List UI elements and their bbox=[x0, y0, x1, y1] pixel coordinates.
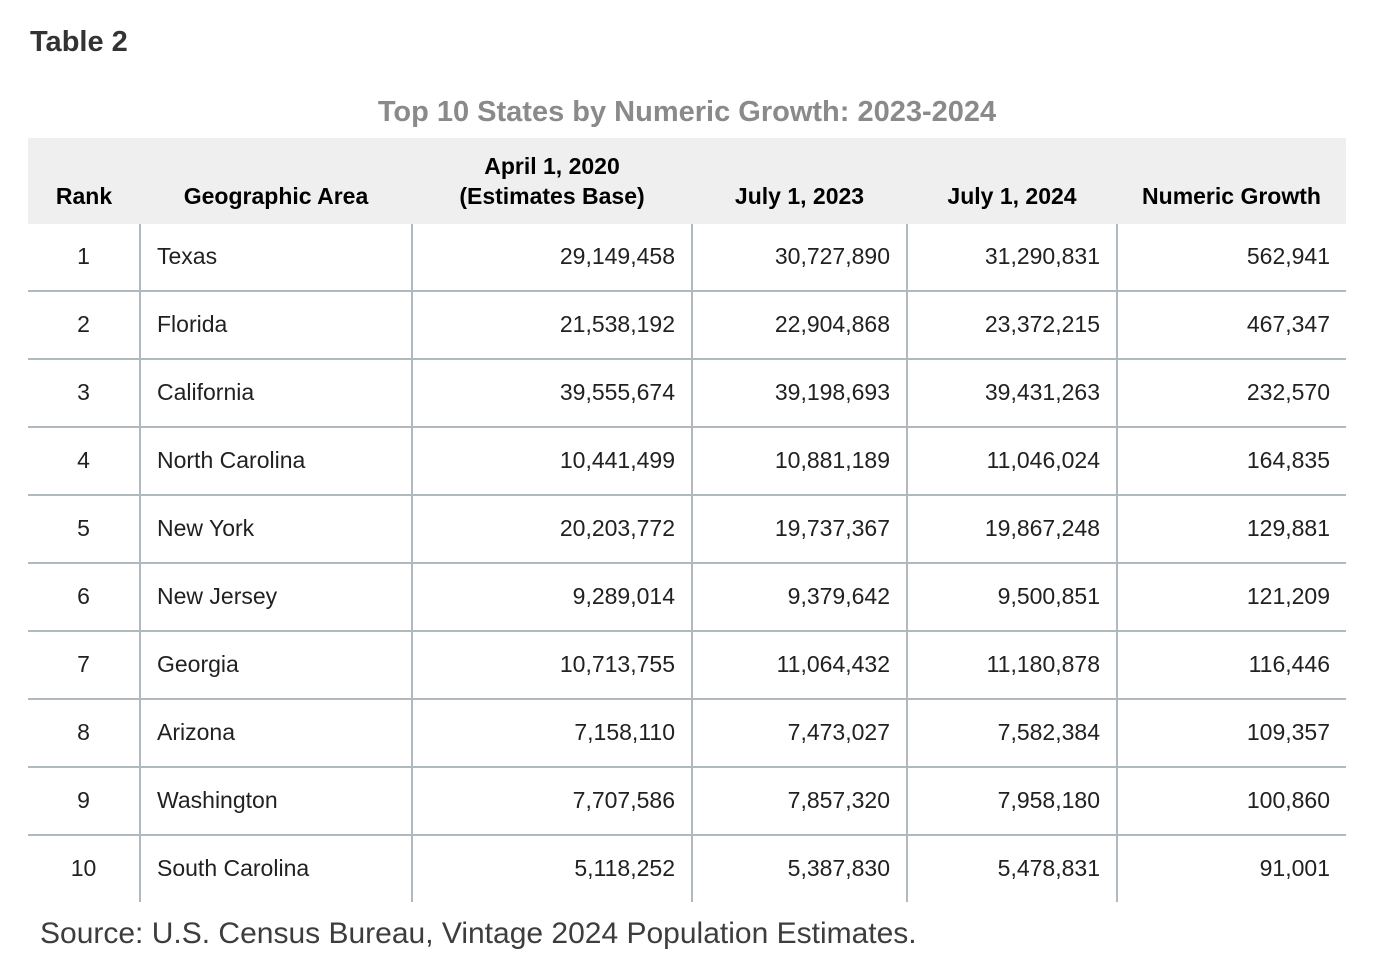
column-header-rank: Rank bbox=[28, 137, 140, 224]
cell-growth: 91,001 bbox=[1116, 833, 1346, 902]
cell-base_2020: 39,555,674 bbox=[411, 357, 692, 427]
cell-jul_2024: 5,478,831 bbox=[906, 833, 1117, 902]
cell-jul_2024: 11,046,024 bbox=[906, 425, 1117, 495]
cell-base_2020: 20,203,772 bbox=[411, 493, 692, 563]
cell-jul_2024: 19,867,248 bbox=[906, 493, 1117, 563]
cell-area: Georgia bbox=[139, 629, 412, 699]
cell-base_2020: 10,713,755 bbox=[411, 629, 692, 699]
table-row: 4 North Carolina 10,441,499 10,881,189 11,04… bbox=[28, 425, 1346, 495]
table-row: 1 Texas 29,149,458 30,727,890 31,290,831 562,… bbox=[28, 223, 1346, 291]
cell-jul_2023: 9,379,642 bbox=[691, 561, 907, 631]
cell-jul_2023: 5,387,830 bbox=[691, 833, 907, 902]
cell-area: California bbox=[139, 357, 412, 427]
population-growth-table: Rank Geographic Area April 1, 2020 (Esti… bbox=[28, 137, 1346, 902]
cell-base_2020: 10,441,499 bbox=[411, 425, 692, 495]
cell-rank: 6 bbox=[28, 561, 140, 631]
cell-rank: 10 bbox=[28, 833, 140, 902]
cell-jul_2024: 7,958,180 bbox=[906, 765, 1117, 835]
cell-growth: 100,860 bbox=[1116, 765, 1346, 835]
cell-jul_2023: 30,727,890 bbox=[691, 223, 907, 291]
table-body: 1 Texas 29,149,458 30,727,890 31,290,831 562,… bbox=[28, 223, 1346, 902]
cell-area: New York bbox=[139, 493, 412, 563]
table-header: Rank Geographic Area April 1, 2020 (Esti… bbox=[28, 137, 1346, 224]
cell-area: Arizona bbox=[139, 697, 412, 767]
cell-jul_2023: 7,857,320 bbox=[691, 765, 907, 835]
cell-rank: 8 bbox=[28, 697, 140, 767]
table-row: 2 Florida 21,538,192 22,904,868 23,372,215 46… bbox=[28, 289, 1346, 359]
cell-rank: 9 bbox=[28, 765, 140, 835]
source-note: Source: U.S. Census Bureau, Vintage 2024… bbox=[40, 916, 917, 950]
cell-rank: 1 bbox=[28, 223, 140, 291]
cell-jul_2023: 22,904,868 bbox=[691, 289, 907, 359]
cell-jul_2023: 7,473,027 bbox=[691, 697, 907, 767]
cell-rank: 4 bbox=[28, 425, 140, 495]
table-row: 8 Arizona 7,158,110 7,473,027 7,582,384 109,3… bbox=[28, 697, 1346, 767]
column-header-growth: Numeric Growth bbox=[1117, 137, 1346, 224]
cell-area: Washington bbox=[139, 765, 412, 835]
cell-area: New Jersey bbox=[139, 561, 412, 631]
table-row: 7 Georgia 10,713,755 11,064,432 11,180,878 11… bbox=[28, 629, 1346, 699]
cell-area: South Carolina bbox=[139, 833, 412, 902]
cell-growth: 116,446 bbox=[1116, 629, 1346, 699]
column-header-base-2020: April 1, 2020 (Estimates Base) bbox=[412, 137, 692, 224]
cell-growth: 129,881 bbox=[1116, 493, 1346, 563]
cell-jul_2024: 11,180,878 bbox=[906, 629, 1117, 699]
cell-growth: 232,570 bbox=[1116, 357, 1346, 427]
cell-jul_2024: 31,290,831 bbox=[906, 223, 1117, 291]
cell-jul_2023: 19,737,367 bbox=[691, 493, 907, 563]
cell-rank: 2 bbox=[28, 289, 140, 359]
cell-base_2020: 21,538,192 bbox=[411, 289, 692, 359]
cell-growth: 164,835 bbox=[1116, 425, 1346, 495]
table-row: 3 California 39,555,674 39,198,693 39,431,26… bbox=[28, 357, 1346, 427]
cell-base_2020: 7,707,586 bbox=[411, 765, 692, 835]
table-row: 9 Washington 7,707,586 7,857,320 7,958,180 10… bbox=[28, 765, 1346, 835]
cell-base_2020: 9,289,014 bbox=[411, 561, 692, 631]
cell-jul_2023: 10,881,189 bbox=[691, 425, 907, 495]
cell-growth: 467,347 bbox=[1116, 289, 1346, 359]
cell-area: Florida bbox=[139, 289, 412, 359]
cell-base_2020: 7,158,110 bbox=[411, 697, 692, 767]
cell-rank: 7 bbox=[28, 629, 140, 699]
cell-area: North Carolina bbox=[139, 425, 412, 495]
column-header-area: Geographic Area bbox=[140, 137, 412, 224]
table-header-row: Rank Geographic Area April 1, 2020 (Esti… bbox=[28, 137, 1346, 224]
cell-rank: 3 bbox=[28, 357, 140, 427]
cell-rank: 5 bbox=[28, 493, 140, 563]
table-row: 5 New York 20,203,772 19,737,367 19,867,248 1… bbox=[28, 493, 1346, 563]
cell-jul_2023: 39,198,693 bbox=[691, 357, 907, 427]
table-label: Table 2 bbox=[30, 26, 128, 58]
table-row: 10 South Carolina 5,118,252 5,387,830 5,478,… bbox=[28, 833, 1346, 902]
cell-jul_2023: 11,064,432 bbox=[691, 629, 907, 699]
table-title: Top 10 States by Numeric Growth: 2023-20… bbox=[377, 96, 997, 129]
cell-growth: 562,941 bbox=[1116, 223, 1346, 291]
cell-area: Texas bbox=[139, 223, 412, 291]
cell-jul_2024: 39,431,263 bbox=[906, 357, 1117, 427]
cell-jul_2024: 9,500,851 bbox=[906, 561, 1117, 631]
cell-base_2020: 5,118,252 bbox=[411, 833, 692, 902]
cell-base_2020: 29,149,458 bbox=[411, 223, 692, 291]
cell-jul_2024: 7,582,384 bbox=[906, 697, 1117, 767]
cell-growth: 121,209 bbox=[1116, 561, 1346, 631]
table-row: 6 New Jersey 9,289,014 9,379,642 9,500,851 12… bbox=[28, 561, 1346, 631]
column-header-july-2023: July 1, 2023 bbox=[692, 137, 907, 224]
cell-jul_2024: 23,372,215 bbox=[906, 289, 1117, 359]
cell-growth: 109,357 bbox=[1116, 697, 1346, 767]
column-header-july-2024: July 1, 2024 bbox=[907, 137, 1117, 224]
